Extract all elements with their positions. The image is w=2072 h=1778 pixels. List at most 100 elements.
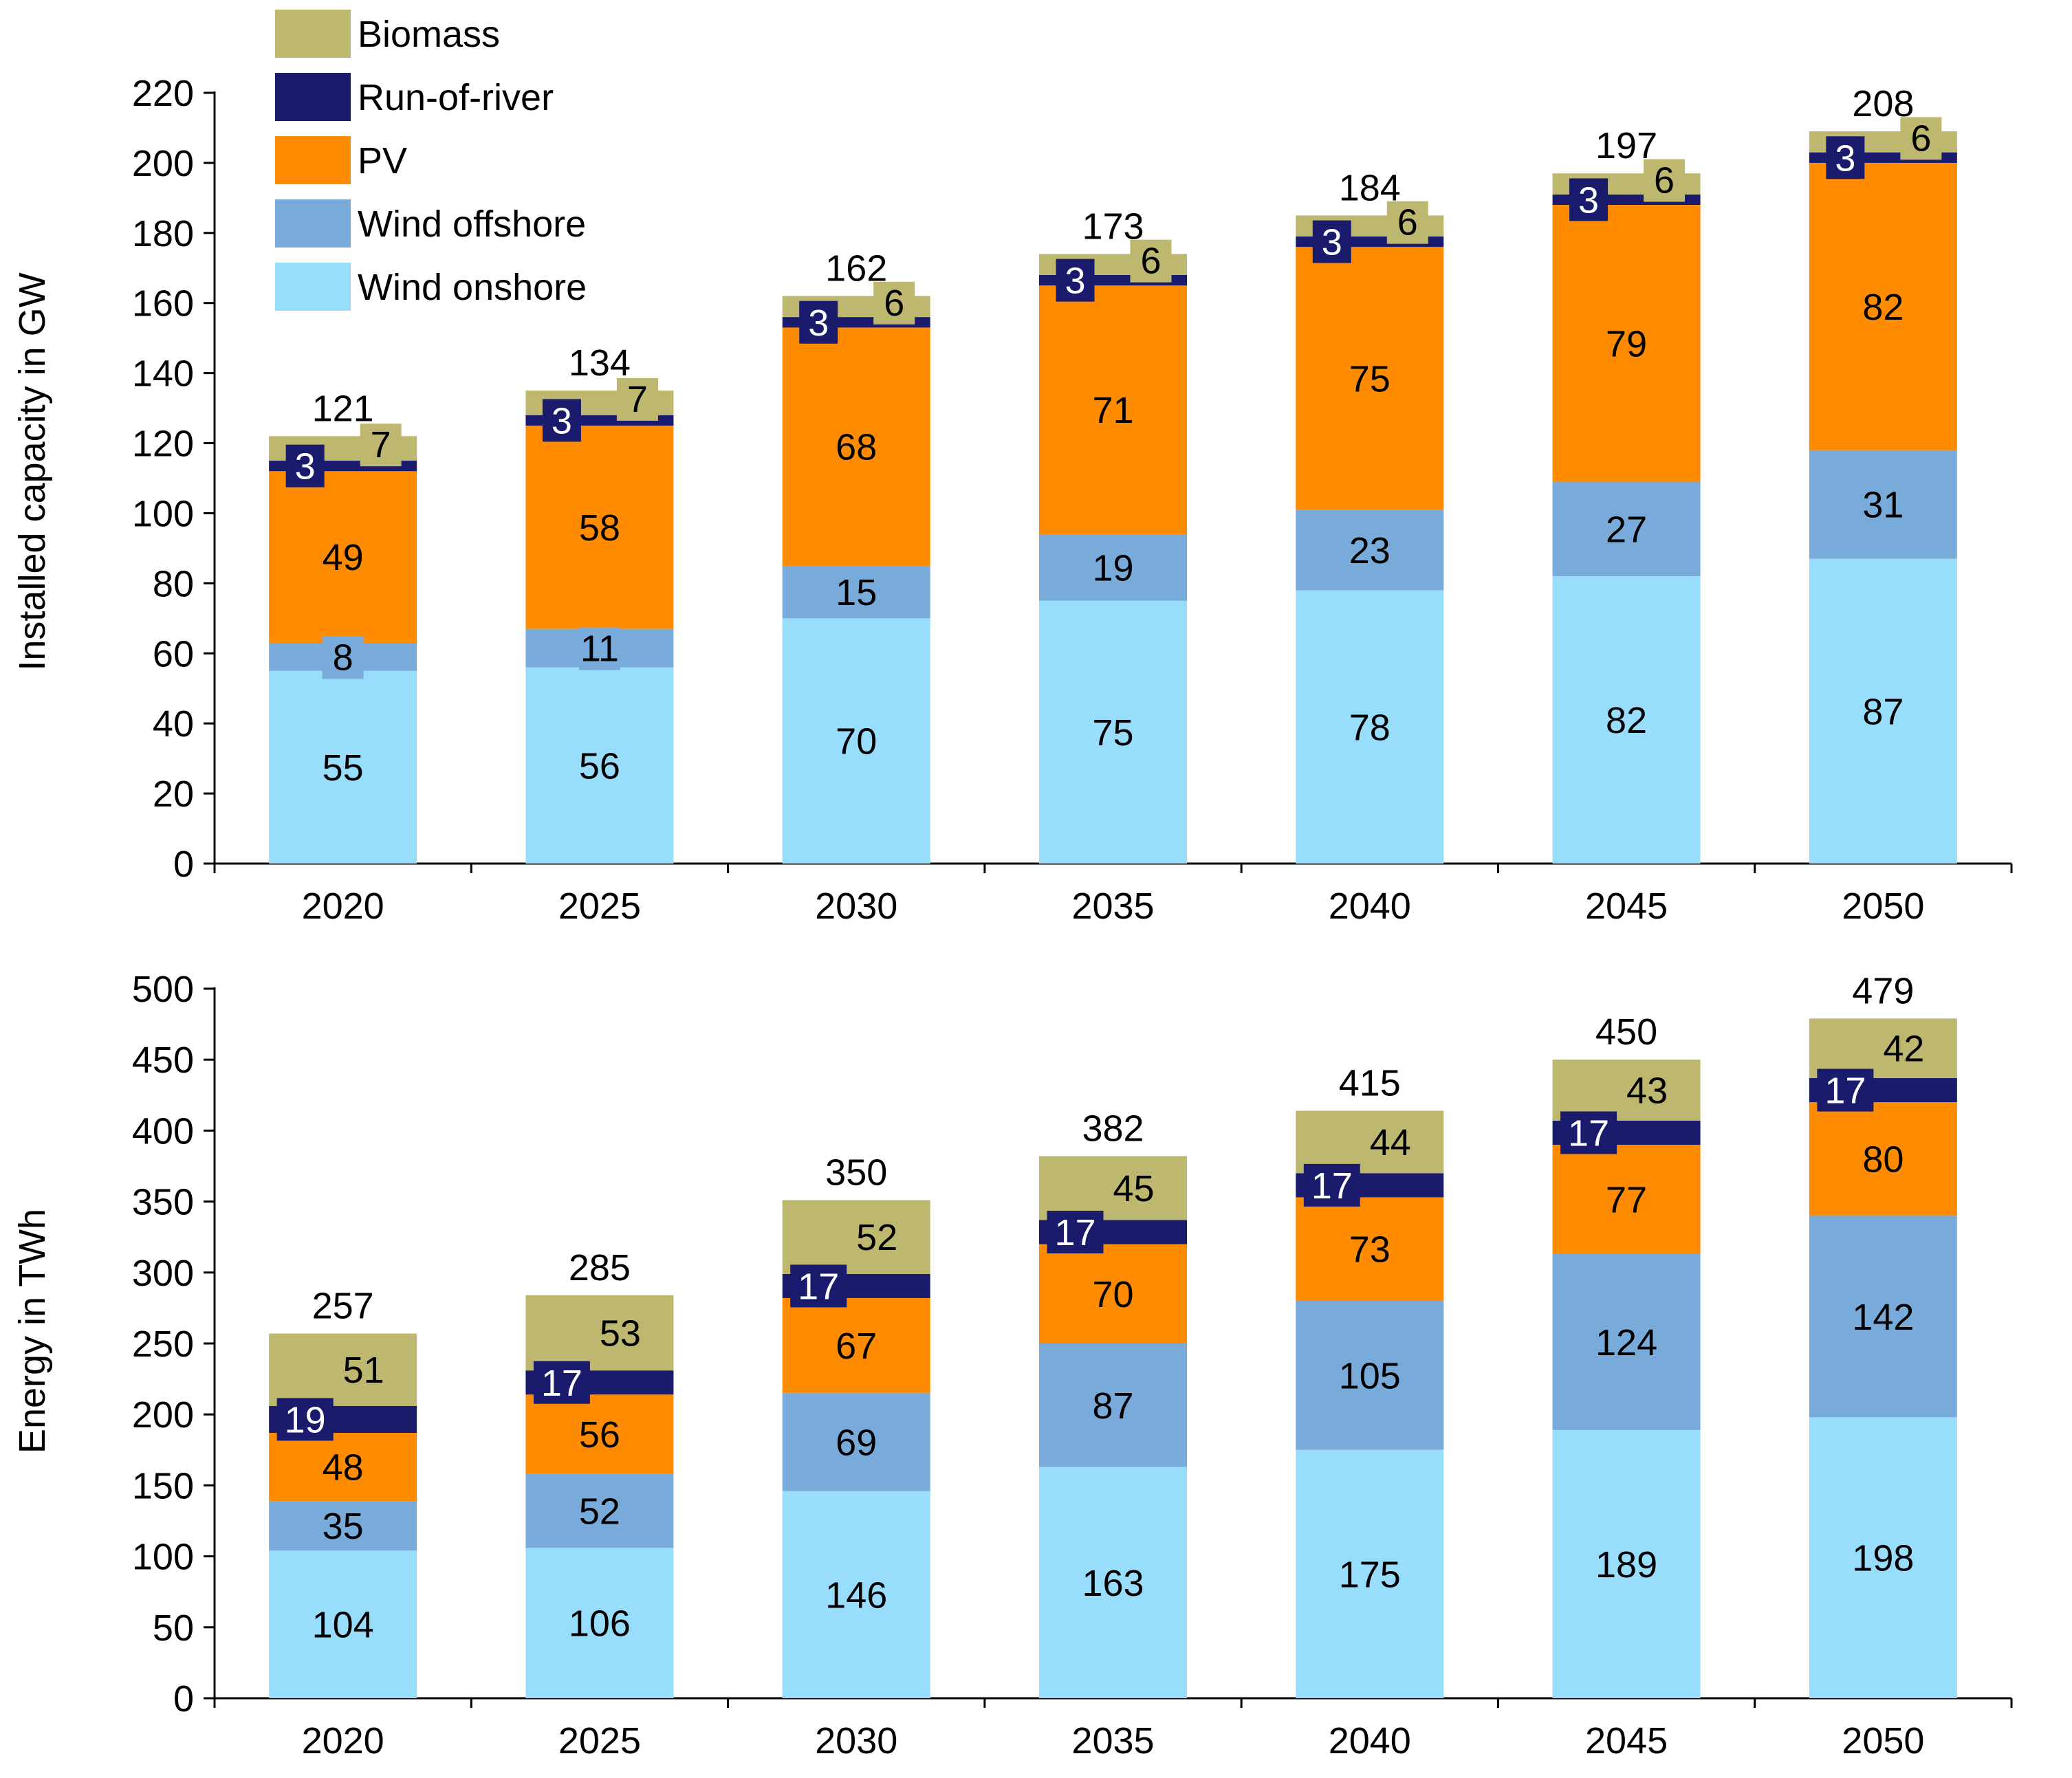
capacity-y-tick-label: 180 xyxy=(132,213,194,254)
energy-label-wind-offshore-2035: 87 xyxy=(1092,1385,1133,1427)
energy-bar-wind-offshore-2030 xyxy=(782,1393,930,1491)
capacity-total-label-2025: 134 xyxy=(569,342,631,384)
energy-label-wind-offshore-2040: 105 xyxy=(1339,1355,1401,1396)
capacity-label-wind-offshore-2040: 23 xyxy=(1349,530,1391,571)
capacity-biomass-badge-2020 xyxy=(360,424,402,467)
energy-run-of-river-badge-2025 xyxy=(533,1361,590,1404)
energy-bar-wind-onshore-2035 xyxy=(1039,1467,1187,1698)
energy-bar-wind-onshore-2020 xyxy=(269,1550,417,1698)
legend-swatch-biomass xyxy=(275,10,351,58)
energy-bar-biomass-2020 xyxy=(269,1333,417,1406)
capacity-bar-wind-onshore-2040 xyxy=(1296,590,1444,864)
capacity-bar-pv-2045 xyxy=(1552,205,1701,482)
capacity-run-of-river-badge-2025 xyxy=(542,399,581,442)
capacity-bar-pv-2025 xyxy=(525,426,674,629)
capacity-bar-wind-onshore-2050 xyxy=(1809,558,1957,864)
energy-bar-pv-2050 xyxy=(1809,1102,1957,1216)
energy-label-run-of-river-2035: 17 xyxy=(1054,1212,1095,1253)
energy-label-wind-onshore-2030: 146 xyxy=(825,1574,887,1616)
energy-label-pv-2040: 73 xyxy=(1349,1229,1391,1271)
energy-x-tick-label: 2035 xyxy=(1071,1720,1154,1761)
energy-bar-wind-offshore-2035 xyxy=(1039,1343,1187,1467)
energy-bar-wind-onshore-2045 xyxy=(1552,1429,1701,1698)
energy-total-label-2050: 479 xyxy=(1852,970,1914,1011)
energy-label-biomass-2040: 44 xyxy=(1370,1122,1411,1163)
energy-run-of-river-badge-2020 xyxy=(276,1398,334,1441)
capacity-label-biomass-2025: 7 xyxy=(627,379,648,420)
energy-bar-pv-2020 xyxy=(269,1433,417,1502)
legend: Biomass Run-of-river PV Wind offshore Wind o… xyxy=(275,10,587,311)
capacity-bar-wind-offshore-2040 xyxy=(1296,509,1444,591)
energy-bar-biomass-2050 xyxy=(1809,1018,1957,1079)
energy-bar-pv-2030 xyxy=(782,1297,930,1394)
energy-label-wind-onshore-2020: 104 xyxy=(312,1605,374,1646)
energy-y-tick-label: 0 xyxy=(173,1678,194,1720)
capacity-label-run-of-river-2045: 3 xyxy=(1578,179,1599,221)
capacity-y-tick-label: 160 xyxy=(132,283,194,325)
capacity-x-tick-label: 2025 xyxy=(558,886,641,927)
capacity-label-biomass-2030: 6 xyxy=(884,283,904,324)
capacity-biomass-badge-2045 xyxy=(1644,159,1686,202)
capacity-bar-pv-2030 xyxy=(782,327,930,566)
capacity-y-tick-label: 40 xyxy=(153,703,194,745)
energy-y-tick-label: 450 xyxy=(132,1040,194,1081)
capacity-y-axis-title: Installed capacity in GW xyxy=(12,272,53,670)
energy-label-biomass-2045: 43 xyxy=(1626,1071,1668,1112)
energy-label-wind-onshore-2040: 175 xyxy=(1339,1554,1401,1595)
energy-label-pv-2025: 56 xyxy=(579,1414,620,1456)
energy-label-biomass-2050: 42 xyxy=(1883,1029,1924,1070)
energy-label-pv-2050: 80 xyxy=(1862,1139,1904,1181)
capacity-offshore-badge-2020 xyxy=(322,636,364,679)
energy-run-of-river-badge-2040 xyxy=(1303,1163,1360,1207)
energy-bar-wind-onshore-2025 xyxy=(525,1548,674,1698)
capacity-label-run-of-river-2030: 3 xyxy=(808,303,829,344)
energy-label-pv-2020: 48 xyxy=(323,1447,364,1489)
energy-total-label-2020: 257 xyxy=(312,1286,374,1327)
energy-label-wind-offshore-2020: 35 xyxy=(323,1506,364,1547)
energy-bar-biomass-2040 xyxy=(1296,1110,1444,1174)
capacity-total-label-2050: 208 xyxy=(1852,83,1914,124)
energy-x-tick-label: 2050 xyxy=(1842,1720,1924,1761)
capacity-label-biomass-2035: 6 xyxy=(1140,241,1161,282)
energy-bar-pv-2040 xyxy=(1296,1197,1444,1302)
capacity-total-label-2035: 173 xyxy=(1082,206,1144,247)
capacity-label-pv-2040: 75 xyxy=(1349,358,1391,399)
energy-bar-wind-offshore-2045 xyxy=(1552,1253,1701,1430)
energy-run-of-river-badge-2035 xyxy=(1047,1210,1104,1253)
energy-total-label-2035: 382 xyxy=(1082,1108,1144,1150)
capacity-label-pv-2050: 82 xyxy=(1862,287,1904,328)
energy-chart: 0 50 100 150 200 250 300 350 400 450 500 Energy in … xyxy=(12,969,2013,1761)
energy-y-tick-label: 250 xyxy=(132,1324,194,1365)
energy-label-run-of-river-2030: 17 xyxy=(798,1266,839,1307)
energy-y-tick-label: 100 xyxy=(132,1537,194,1578)
energy-label-run-of-river-2045: 17 xyxy=(1568,1112,1609,1154)
energy-label-wind-onshore-2045: 189 xyxy=(1595,1544,1657,1585)
capacity-label-wind-offshore-2035: 19 xyxy=(1092,547,1133,589)
energy-label-run-of-river-2025: 17 xyxy=(541,1363,582,1404)
energy-label-biomass-2035: 45 xyxy=(1113,1168,1154,1209)
capacity-chart: 020406080100120140160180200220Installed … xyxy=(12,73,2013,927)
energy-bar-biomass-2035 xyxy=(1039,1156,1187,1220)
energy-label-wind-onshore-2025: 106 xyxy=(569,1603,631,1645)
capacity-y-tick-label: 200 xyxy=(132,143,194,184)
capacity-label-wind-offshore-2025: 11 xyxy=(580,628,619,670)
capacity-x-tick-label: 2035 xyxy=(1071,886,1154,927)
capacity-bar-wind-offshore-2045 xyxy=(1552,481,1701,577)
capacity-y-tick-label: 60 xyxy=(153,633,194,674)
capacity-label-wind-onshore-2040: 78 xyxy=(1349,707,1391,748)
capacity-label-pv-2045: 79 xyxy=(1606,323,1647,364)
capacity-label-run-of-river-2020: 3 xyxy=(295,446,316,487)
energy-bar-wind-onshore-2050 xyxy=(1809,1417,1957,1698)
capacity-label-run-of-river-2050: 3 xyxy=(1835,138,1855,179)
capacity-x-tick-label: 2045 xyxy=(1585,886,1668,927)
capacity-biomass-badge-2050 xyxy=(1900,117,1942,160)
energy-bar-wind-offshore-2020 xyxy=(269,1501,417,1551)
capacity-label-wind-offshore-2020: 8 xyxy=(333,637,353,678)
capacity-total-label-2020: 121 xyxy=(312,388,374,429)
capacity-bar-pv-2050 xyxy=(1809,162,1957,450)
legend-swatch-run-of-river xyxy=(275,73,351,121)
energy-total-label-2025: 285 xyxy=(569,1247,631,1288)
energy-label-wind-offshore-2050: 142 xyxy=(1852,1297,1914,1338)
